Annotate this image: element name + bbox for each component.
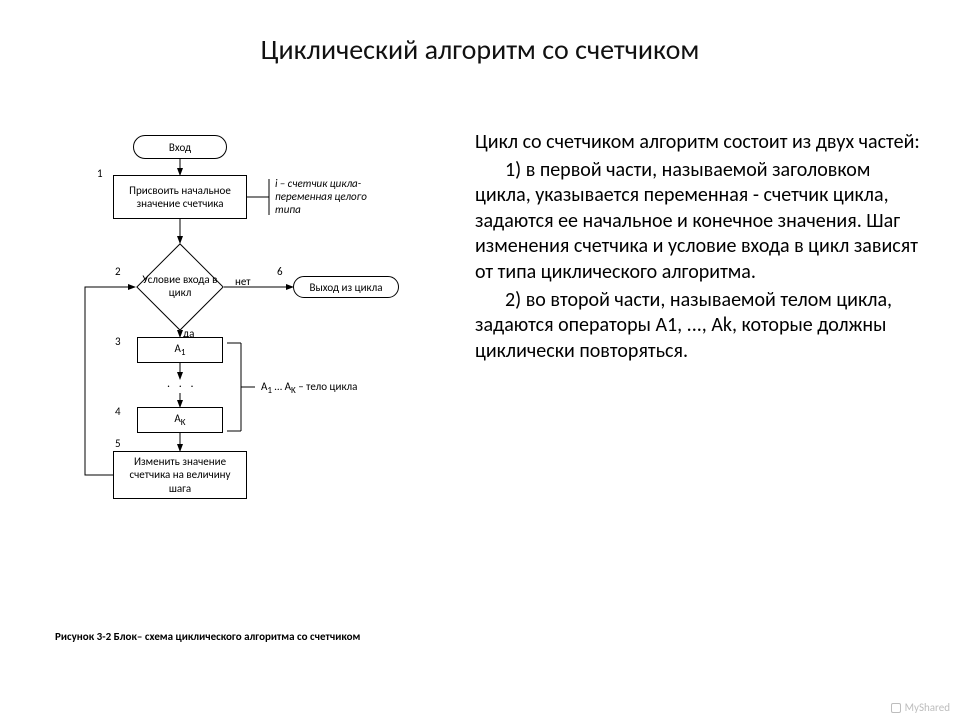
node-step: Изменить значение счетчика на величину ш… <box>113 451 247 499</box>
body-p2: 1) в первой части, называемой заголовком… <box>475 158 930 286</box>
node-exit-label: Выход из цикла <box>310 281 383 294</box>
node-a1-label: A1 <box>174 342 185 358</box>
ellipsis: . . . <box>167 377 197 391</box>
page-title: Циклический алгоритм со счетчиком <box>0 32 960 67</box>
body-p3: 2) во второй части, называемой телом цик… <box>475 288 930 365</box>
node-init: Присвоить начальное значение счетчика <box>113 175 247 219</box>
watermark-icon <box>891 703 901 713</box>
node-ak: AK <box>137 407 223 433</box>
page: Циклический алгоритм со счетчиком Цикл с… <box>0 0 960 720</box>
node-exit: Выход из цикла <box>293 276 399 298</box>
node-entry-label: Вход <box>169 141 191 154</box>
edge-label-no: нет <box>235 275 251 288</box>
step-num-4: 4 <box>115 405 121 418</box>
annot-body-note: A1 … AK – тело цикла <box>261 380 411 396</box>
node-ak-label: AK <box>174 412 185 428</box>
flowchart: Вход Присвоить начальное значение счетчи… <box>55 135 455 695</box>
figure-caption: Рисунок 3-2 Блок– схема циклического алг… <box>55 630 365 645</box>
node-entry: Вход <box>133 135 227 159</box>
node-condition <box>136 243 224 331</box>
step-num-1: 1 <box>97 167 103 180</box>
annot-i-note: i – счетчик цикла- переменная целого тип… <box>275 177 395 217</box>
node-a1: A1 <box>137 337 223 363</box>
node-init-label: Присвоить начальное значение счетчика <box>118 184 242 210</box>
step-num-2: 2 <box>115 265 121 278</box>
step-num-3: 3 <box>115 335 121 348</box>
node-step-label: Изменить значение счетчика на величину ш… <box>118 455 242 495</box>
step-num-6: 6 <box>277 265 283 278</box>
body-p1: Цикл со счетчиком алгоритм состоит из дв… <box>475 130 930 156</box>
step-num-5: 5 <box>115 437 121 450</box>
body-text: Цикл со счетчиком алгоритм состоит из дв… <box>475 130 930 366</box>
watermark: MyShared <box>891 701 950 714</box>
